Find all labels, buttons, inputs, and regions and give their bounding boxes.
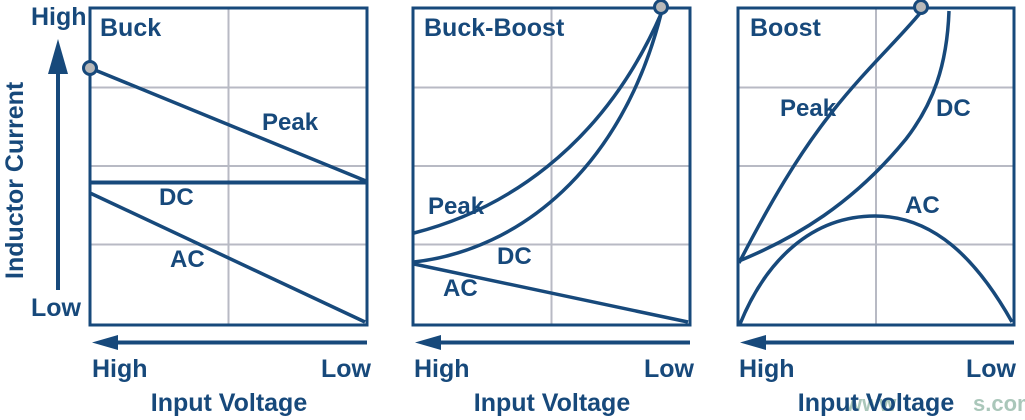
y-axis-title: Inductor Current bbox=[1, 81, 29, 279]
buck-x-axis-arrow bbox=[92, 335, 367, 350]
boost-ac-label: AC bbox=[905, 192, 940, 219]
buck-x-low-label: Low bbox=[321, 355, 371, 383]
buck-boost-panel-border bbox=[411, 6, 692, 327]
y-axis-arrow bbox=[48, 39, 68, 290]
buck-boost-peak-label: Peak bbox=[428, 193, 485, 220]
boost-x-high-label: High bbox=[739, 355, 795, 383]
buck-boost-peak-curve bbox=[413, 13, 663, 235]
boost-dc-curve bbox=[738, 10, 951, 263]
watermark-suffix: s.com bbox=[973, 391, 1025, 416]
buck-boost-x-low-label: Low bbox=[644, 355, 694, 383]
boost-panel-border bbox=[736, 6, 1016, 327]
boost-panel bbox=[736, 0, 1016, 350]
buck-boost-ac-label: AC bbox=[443, 275, 478, 302]
boost-peak-curve bbox=[737, 10, 923, 264]
y-axis-high-label: High bbox=[31, 3, 87, 31]
buck-title: Buck bbox=[100, 14, 162, 42]
buck-boost-panel bbox=[411, 0, 692, 350]
boost-operating-point-marker bbox=[913, 0, 929, 15]
boost-title: Boost bbox=[750, 14, 821, 42]
boost-gridlines bbox=[739, 9, 1013, 324]
boost-peak-label: Peak bbox=[780, 95, 837, 122]
buck-peak-line bbox=[89, 66, 367, 183]
buck-ac-line bbox=[89, 191, 366, 324]
buck-boost-dc-curve bbox=[413, 13, 663, 264]
buck-gridlines bbox=[91, 9, 366, 324]
buck-x-axis-title: Input Voltage bbox=[150, 389, 308, 417]
buck-boost-title: Buck-Boost bbox=[424, 14, 565, 42]
boost-ac-curve bbox=[738, 214, 1014, 325]
buck-peak-label: Peak bbox=[262, 109, 319, 136]
buck-dc-label: DC bbox=[159, 184, 194, 211]
buck-x-high-label: High bbox=[92, 355, 148, 383]
buck-panel bbox=[82, 6, 369, 350]
buck-panel-border bbox=[88, 6, 369, 327]
buck-boost-x-axis-title: Input Voltage bbox=[473, 389, 631, 417]
buck-boost-gridlines bbox=[414, 9, 689, 324]
boost-x-low-label: Low bbox=[966, 355, 1016, 383]
boost-dc-label: DC bbox=[936, 95, 971, 122]
y-axis-low-label: Low bbox=[31, 294, 81, 322]
boost-x-axis-arrow bbox=[740, 335, 1014, 350]
buck-operating-point-marker bbox=[82, 60, 98, 76]
buck-boost-x-axis-arrow bbox=[415, 335, 690, 350]
buck-boost-dc-label: DC bbox=[497, 243, 532, 270]
buck-boost-operating-point-marker bbox=[653, 0, 669, 15]
buck-boost-x-high-label: High bbox=[414, 355, 470, 383]
watermark-prefix: www bbox=[845, 391, 897, 416]
boost-x-axis-title: Input Voltage bbox=[797, 389, 955, 417]
buck-boost-ac-line bbox=[413, 262, 689, 324]
buck-ac-label: AC bbox=[170, 246, 205, 273]
